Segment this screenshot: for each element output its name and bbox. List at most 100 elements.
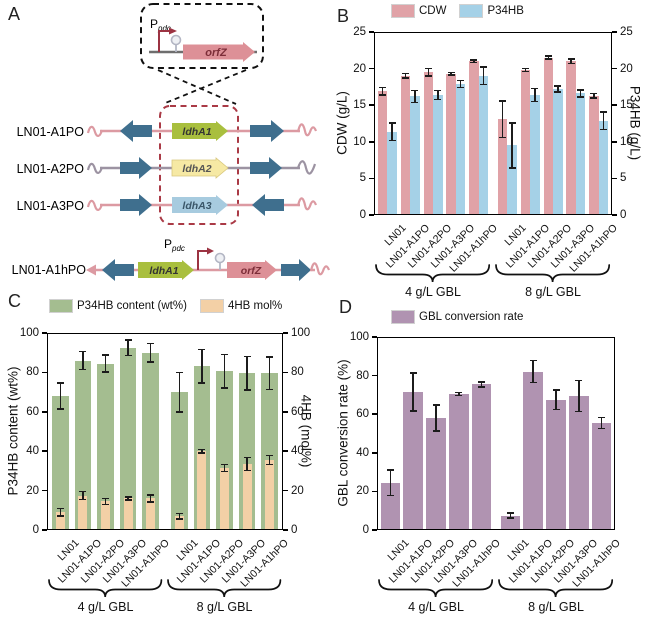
y-tick-mark — [283, 529, 288, 531]
error-cap — [506, 512, 514, 514]
y-tick-label-right: 10 — [620, 135, 633, 148]
legend-swatch — [391, 4, 415, 18]
panel-c-chart: P34HB content (wt%) 4HB (mol%) 0 0 20 20 40 4… — [0, 299, 330, 617]
y-tick-mark — [283, 332, 288, 334]
error-cap — [221, 387, 228, 389]
error-cap — [506, 517, 514, 519]
orfz-gene-arrow — [183, 42, 255, 62]
y-tick-label-right: 15 — [620, 99, 633, 112]
strain-label: LN01-A1PO — [17, 125, 85, 139]
bar-cdw — [377, 91, 388, 215]
error-cap — [447, 71, 455, 73]
promoter-p: P — [164, 237, 172, 251]
legend-label: P34HB — [487, 5, 524, 17]
y-tick-label-left: 40 — [356, 446, 369, 459]
group-brace — [498, 579, 614, 598]
error-cap — [544, 58, 552, 60]
error-cap — [221, 353, 228, 356]
squiggle-end-icon — [86, 162, 104, 174]
error-bar — [435, 405, 437, 431]
y-tick-mark — [283, 450, 288, 452]
y-tick-mark — [369, 31, 374, 33]
bar-cdw — [400, 75, 411, 215]
error-cap — [221, 470, 228, 473]
group-label: 4 g/L GBL — [77, 600, 134, 614]
error-cap — [554, 91, 562, 93]
error-cap — [529, 359, 537, 362]
error-cap — [598, 427, 606, 430]
error-bar — [381, 87, 384, 95]
error-cap — [124, 354, 132, 357]
error-cap — [401, 72, 409, 75]
error-cap — [432, 404, 440, 406]
error-bar — [450, 72, 452, 76]
ldha1-gene-arrow — [172, 121, 228, 141]
error-bar — [127, 497, 129, 500]
gene-label: ldhA1 — [182, 126, 211, 138]
y-tick-mark — [283, 411, 288, 413]
bar-conversion — [591, 422, 612, 530]
terminator-lollipop-icon — [170, 34, 182, 46]
bar-4hb — [123, 498, 133, 530]
error-bar — [557, 86, 559, 92]
strain-label: LN01-A3PO — [17, 199, 85, 213]
bar-cdw — [543, 57, 553, 215]
error-bar — [59, 508, 62, 517]
legend-label: 4HB mol% — [227, 300, 283, 312]
error-bar — [482, 67, 485, 85]
error-bar — [578, 380, 580, 412]
error-cap — [598, 416, 606, 419]
y-tick-mark — [612, 104, 617, 106]
bar-cdw — [589, 95, 599, 215]
error-cap — [243, 389, 251, 391]
bar-conversion — [500, 515, 521, 530]
gene-label: ldhA3 — [182, 200, 211, 212]
group-brace — [495, 264, 611, 283]
y-tick-label-left: 25 — [353, 26, 366, 38]
bar-cdw — [423, 72, 433, 215]
bar-4hb — [265, 460, 275, 530]
error-bar — [389, 470, 392, 496]
error-cap — [147, 342, 155, 345]
error-cap — [567, 62, 575, 65]
error-cap — [508, 167, 516, 169]
y-tick-label-left: 15 — [353, 99, 366, 112]
error-bar — [223, 354, 226, 389]
y-tick-mark — [42, 529, 47, 531]
y-axis-label-right: P34HB (g/L) — [627, 85, 643, 161]
error-cap — [56, 507, 64, 510]
error-bar — [547, 56, 549, 60]
error-cap — [266, 463, 274, 466]
y-tick-label-right: 100 — [291, 327, 311, 339]
squiggle-end-icon — [309, 262, 331, 276]
y-tick-mark — [369, 141, 374, 143]
error-bar — [524, 68, 527, 72]
error-cap — [479, 66, 487, 68]
error-bar — [268, 357, 271, 390]
error-bar — [178, 372, 181, 412]
construct-diagram-svg: Ppdc orfZ LN01-A1PO ldhA1 LN01-A2PO — [12, 3, 331, 281]
error-cap — [457, 79, 465, 82]
bar-p34hb — [553, 89, 563, 215]
y-tick-mark — [372, 374, 377, 377]
error-cap — [56, 382, 64, 384]
promoter-label: Ppdc — [164, 237, 185, 253]
error-cap — [388, 122, 396, 124]
y-tick-mark — [42, 489, 47, 492]
terminator-lollipop-icon — [214, 252, 226, 264]
error-cap — [243, 355, 251, 358]
error-cap — [266, 454, 274, 457]
error-bar — [82, 351, 84, 370]
strain-label: LN01-A1hPO — [12, 263, 87, 277]
error-cap — [56, 408, 64, 410]
panel-letter-d: D — [339, 297, 352, 317]
y-tick-label-left: 80 — [356, 369, 369, 382]
bar-4hb — [242, 464, 252, 530]
bar-cdw — [566, 61, 576, 215]
bar-4hb — [78, 495, 88, 530]
group-label: 8 g/L GBL — [525, 285, 581, 299]
legend-item: GBL conversion rate — [391, 310, 523, 324]
error-cap — [521, 70, 529, 73]
y-tick-mark — [372, 529, 377, 531]
flank-arrow-left-icon — [120, 120, 152, 142]
